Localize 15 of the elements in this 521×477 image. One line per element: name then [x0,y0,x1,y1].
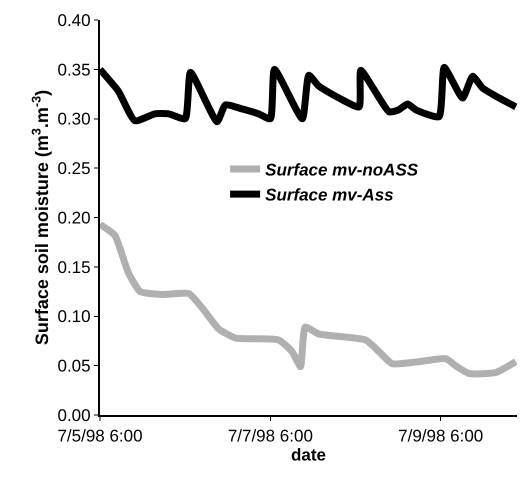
y-tick-label: 0.10 [58,307,91,326]
y-tick-label: 0.25 [58,159,91,178]
y-tick-label: 0.05 [58,356,91,376]
y-tick-label: 0.40 [58,10,91,30]
legend-label: Surface mv-Ass [265,186,394,205]
y-tick-label: 0.20 [58,208,91,228]
x-tick-label: 7/9/98 6:00 [398,426,484,446]
x-tick-label: 7/5/98 6:00 [57,426,143,446]
legend-label: Surface mv-noASS [265,160,419,180]
x-tick-label: 7/7/98 6:00 [228,426,313,446]
y-tick-label: 0.00 [58,406,91,425]
y-tick-label: 0.30 [58,110,91,129]
y-tick-label: 0.15 [58,258,91,277]
x-axis-title: date [291,445,326,464]
y-tick-label: 0.35 [58,60,91,80]
